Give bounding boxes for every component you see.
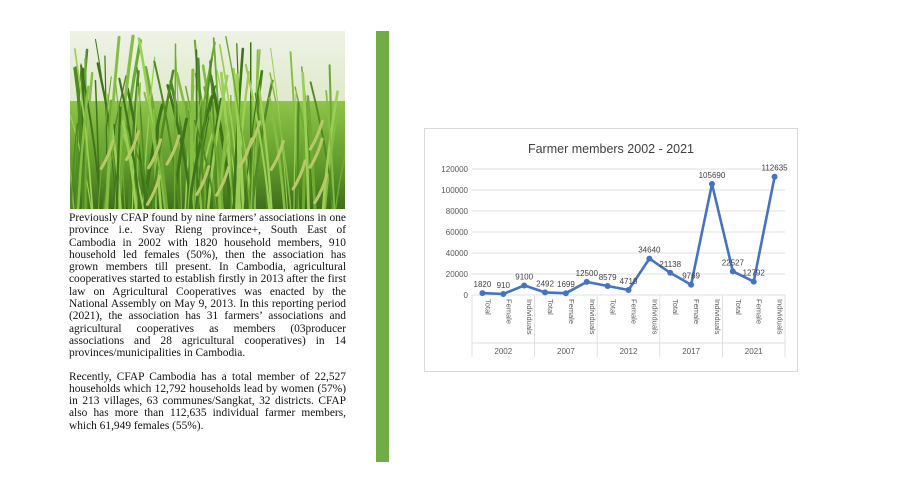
farmer-members-chart: Farmer members 2002 - 2021 0 20000 40000 60… (424, 128, 798, 372)
data-point (750, 278, 757, 285)
x-tick-label: Individuals (650, 299, 659, 335)
chart-title: Farmer members 2002 - 2021 (528, 142, 694, 156)
x-tick-label: Individuals (588, 299, 597, 335)
data-point (604, 282, 611, 289)
data-label: 21138 (659, 260, 681, 269)
x-tick-label: Female (630, 299, 639, 324)
body-text: Previously CFAP found by nine farmers’ a… (69, 212, 346, 432)
data-point (625, 287, 632, 294)
y-tick-label: 40000 (446, 249, 469, 258)
data-label: 1820 (474, 280, 492, 289)
x-tick-label: Female (692, 299, 701, 324)
data-label: 12500 (576, 269, 599, 278)
group-label: 2021 (745, 347, 763, 356)
paragraph-membership: Recently, CFAP Cambodia has a total memb… (69, 370, 346, 432)
data-point (708, 181, 715, 188)
green-divider-bar (376, 31, 389, 462)
data-label: 1699 (557, 280, 575, 289)
data-point (646, 255, 653, 262)
data-label: 9769 (682, 272, 700, 281)
chart-canvas: Farmer members 2002 - 2021 0 20000 40000 60… (441, 142, 789, 357)
data-point (688, 281, 695, 288)
data-label: 34640 (638, 246, 661, 255)
rice-field-photo (70, 31, 345, 209)
y-tick-label: 0 (464, 291, 469, 300)
data-label: 9100 (515, 272, 533, 281)
x-tick-label: Female (504, 299, 513, 324)
y-tick-label: 100000 (441, 186, 468, 195)
x-tick-label: Individuals (776, 299, 785, 335)
x-tick-label: Total (734, 299, 743, 315)
data-label: 910 (497, 281, 511, 290)
x-tick-label: Total (546, 299, 555, 315)
data-label: 4718 (620, 277, 638, 286)
y-tick-label: 60000 (446, 228, 469, 237)
data-point (667, 269, 674, 276)
x-tick-label: Female (567, 299, 576, 324)
y-tick-label: 80000 (446, 207, 469, 216)
data-point (583, 278, 590, 285)
data-point (542, 289, 549, 296)
group-label: 2002 (494, 347, 512, 356)
x-tick-label: Total (671, 299, 680, 315)
group-label: 2017 (682, 347, 700, 356)
group-label: 2012 (620, 347, 638, 356)
x-tick-label: Individuals (713, 299, 722, 335)
data-point (771, 173, 778, 180)
data-point (729, 268, 736, 275)
x-tick-label: Total (483, 299, 492, 315)
data-label: 22527 (722, 258, 745, 267)
data-label: 2492 (536, 279, 554, 288)
y-tick-label: 120000 (441, 165, 468, 174)
data-point (479, 290, 486, 297)
x-tick-label: Female (755, 299, 764, 324)
x-tick-label: Total (609, 299, 618, 315)
data-point (500, 291, 507, 298)
paragraph-history: Previously CFAP found by nine farmers’ a… (69, 212, 346, 360)
y-tick-label: 20000 (446, 270, 469, 279)
data-label: 105690 (699, 171, 726, 180)
data-label: 112635 (762, 164, 789, 173)
group-label: 2007 (557, 347, 575, 356)
data-point (562, 290, 569, 297)
x-tick-label: Individuals (525, 299, 534, 335)
data-label: 12792 (743, 269, 766, 278)
data-point (521, 282, 528, 289)
data-label: 8579 (599, 273, 617, 282)
